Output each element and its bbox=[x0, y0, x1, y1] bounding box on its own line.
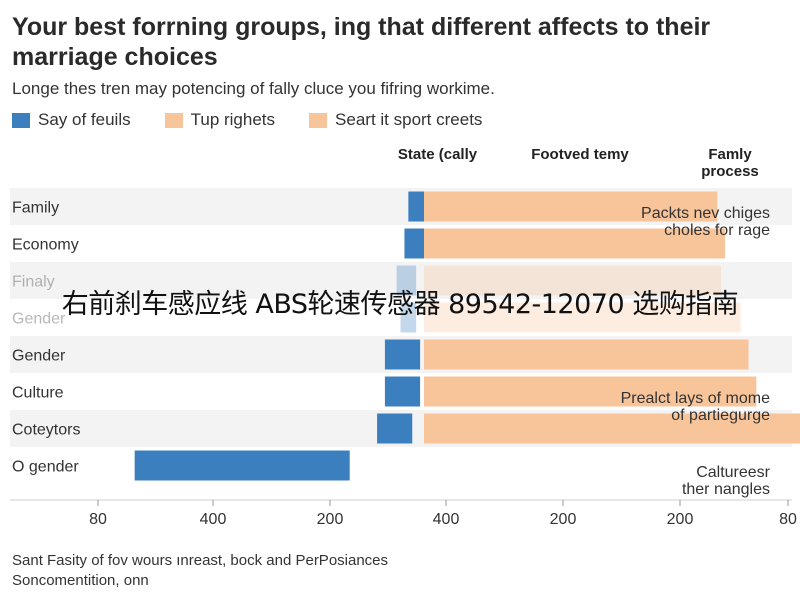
annotation-text: of partiegurge bbox=[671, 407, 770, 424]
category-label: Family bbox=[12, 200, 59, 217]
chart-title: Your best forrning groups, ing that diff… bbox=[12, 13, 711, 71]
x-tick-label: 400 bbox=[200, 511, 227, 528]
legend-item: Say of feuils bbox=[12, 110, 131, 130]
footer-note: Sant Fasity of fov wours ınreast, bock a… bbox=[12, 551, 388, 591]
category-label: Gender bbox=[12, 348, 66, 365]
legend-label: Seart it sport creets bbox=[335, 110, 483, 129]
bar bbox=[424, 339, 749, 370]
bar bbox=[424, 228, 726, 259]
column-header-state: State (cally bbox=[397, 146, 478, 163]
x-tick-label: 80 bbox=[779, 511, 797, 528]
bar bbox=[384, 376, 421, 407]
bar bbox=[404, 228, 424, 259]
legend-label: Say of feuils bbox=[38, 110, 131, 129]
annotation-text: ther nangles bbox=[682, 481, 770, 498]
bar bbox=[424, 376, 757, 407]
legend: Say of feuils Tup righets Seart it sport… bbox=[12, 110, 482, 130]
bar bbox=[424, 265, 722, 296]
annotation-text: Packts nev chiges bbox=[641, 205, 770, 222]
annotation-text: Prealct lays of mome bbox=[621, 390, 770, 407]
bar bbox=[134, 450, 350, 481]
bar bbox=[400, 302, 417, 333]
legend-item: Seart it sport creets bbox=[309, 110, 482, 130]
category-label: Culture bbox=[12, 385, 64, 402]
x-tick-label: 200 bbox=[667, 511, 694, 528]
x-tick-label: 400 bbox=[433, 511, 460, 528]
overlay-caption: 右前刹车感应线 ABS轮速传感器 89542-12070 选购指南 bbox=[61, 289, 739, 320]
legend-swatch bbox=[12, 112, 30, 128]
x-tick-label: 200 bbox=[317, 511, 344, 528]
annotation-text: choles for rage bbox=[664, 222, 770, 239]
category-label: Gender bbox=[12, 311, 66, 328]
category-label: Economy bbox=[12, 237, 79, 254]
bar bbox=[424, 302, 741, 333]
column-header-process: Famly process bbox=[701, 146, 759, 180]
column-header-footved: Footved temy bbox=[531, 146, 629, 163]
bar bbox=[408, 191, 424, 222]
bar bbox=[384, 339, 421, 370]
category-label: Finaly bbox=[12, 274, 55, 291]
bar bbox=[424, 191, 718, 222]
row-stripe bbox=[10, 262, 792, 299]
footer-line: Sant Fasity of fov wours ınreast, bock a… bbox=[12, 552, 389, 569]
legend-swatch bbox=[164, 112, 183, 128]
category-label: Coteytors bbox=[12, 422, 80, 439]
bar bbox=[396, 265, 417, 296]
category-label: O gender bbox=[12, 459, 79, 476]
annotation-text: Caltureesr bbox=[696, 464, 770, 481]
legend-item: Tup righets bbox=[164, 110, 276, 130]
x-tick-label: 80 bbox=[89, 511, 107, 528]
bar bbox=[377, 413, 413, 444]
chart-subtitle: Longe thes tren may potencing of fally c… bbox=[12, 79, 495, 98]
x-tick-label: 200 bbox=[550, 511, 577, 528]
bar bbox=[424, 413, 800, 444]
footer-line: Soncomentition, onn bbox=[12, 572, 149, 589]
legend-label: Tup righets bbox=[190, 110, 276, 129]
legend-swatch bbox=[309, 112, 328, 128]
